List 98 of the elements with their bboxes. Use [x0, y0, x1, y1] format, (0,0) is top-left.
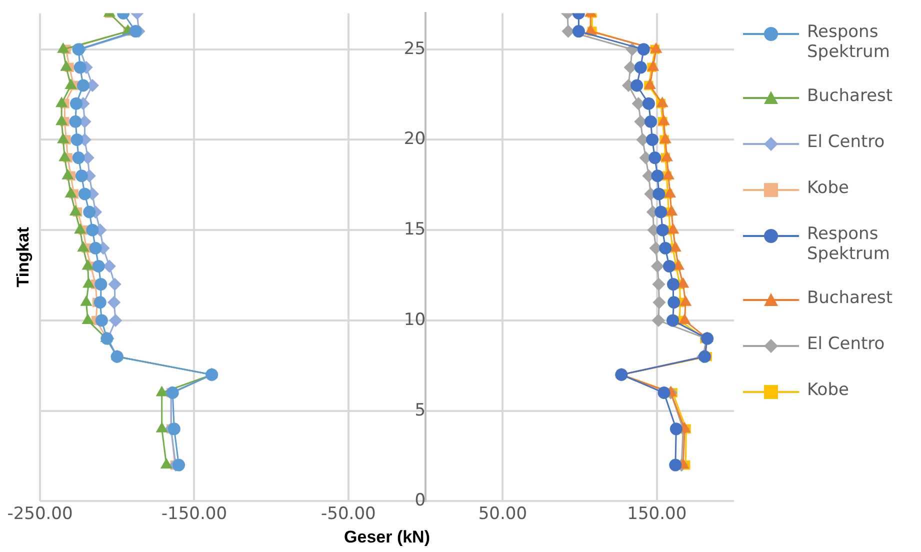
legend-label: Kobe: [807, 380, 850, 400]
point: [661, 152, 672, 162]
point: [669, 458, 682, 472]
point: [70, 97, 82, 110]
point: [70, 206, 81, 216]
point: [668, 224, 679, 234]
point: [668, 296, 680, 309]
point: [572, 25, 585, 38]
point: [86, 224, 99, 236]
point: [76, 79, 90, 92]
point: [634, 61, 647, 74]
y-axis-title: Tingkat: [14, 226, 33, 288]
point: [652, 278, 665, 291]
y-tick-label: 15: [404, 220, 426, 240]
point: [666, 278, 680, 291]
point: [65, 79, 76, 89]
point: [156, 386, 168, 396]
point: [108, 296, 120, 309]
point: [82, 260, 94, 270]
point: [672, 260, 684, 270]
point: [679, 314, 690, 324]
point: [648, 152, 662, 164]
point: [109, 314, 122, 327]
point: [94, 278, 108, 291]
point: [662, 170, 674, 180]
y-tick-label: 10: [404, 310, 426, 330]
point: [82, 314, 94, 324]
point: [168, 422, 180, 436]
point: [95, 314, 108, 327]
point: [651, 170, 664, 182]
point: [666, 314, 680, 327]
x-tick-label: 50.00: [478, 504, 528, 524]
legend-label: Respons Spektrum: [807, 224, 891, 264]
y-tick-label: 5: [414, 400, 426, 420]
x-tick-label: 150.00: [627, 504, 687, 524]
point: [59, 152, 70, 162]
point: [652, 314, 665, 327]
point: [678, 278, 689, 288]
point: [62, 170, 74, 180]
point: [72, 152, 85, 164]
point: [83, 278, 94, 288]
point: [74, 61, 86, 74]
point: [56, 97, 68, 108]
point: [658, 386, 670, 400]
legend-label: Bucharest: [807, 288, 894, 308]
point: [78, 188, 91, 200]
point: [103, 260, 116, 272]
point: [172, 458, 186, 472]
point: [74, 224, 86, 234]
point: [58, 43, 69, 53]
point: [92, 260, 105, 272]
legend-label: El Centro: [807, 334, 886, 354]
point: [642, 97, 655, 110]
point: [662, 260, 676, 272]
point: [83, 206, 96, 218]
point: [69, 115, 82, 128]
legend-label: Respons Spektrum: [807, 22, 891, 62]
point: [60, 61, 72, 71]
point: [666, 206, 678, 216]
point: [58, 133, 69, 144]
legend-label: Bucharest: [807, 86, 894, 106]
point: [652, 188, 666, 200]
legend-label: El Centro: [807, 132, 886, 152]
point: [659, 242, 672, 254]
y-tick-label: 25: [404, 38, 426, 59]
point: [65, 188, 76, 198]
point: [108, 278, 122, 291]
point: [644, 115, 657, 128]
point: [637, 43, 650, 56]
point: [156, 422, 168, 432]
y-tick-label: 0: [414, 490, 426, 511]
point: [648, 61, 659, 71]
point: [630, 79, 644, 92]
point: [664, 188, 676, 198]
point: [160, 458, 172, 469]
y-tick-label: 20: [404, 129, 426, 150]
point: [70, 133, 84, 146]
point: [129, 25, 142, 38]
point: [562, 25, 574, 38]
point: [646, 133, 659, 146]
point: [654, 206, 668, 218]
point: [656, 224, 669, 236]
point: [89, 242, 102, 254]
point: [56, 115, 68, 126]
legend-label: Kobe: [807, 178, 850, 198]
point: [652, 296, 666, 309]
point: [78, 242, 89, 252]
x-tick-label: -150.00: [161, 504, 228, 524]
point: [680, 296, 692, 306]
x-axis-title: Geser (kN): [344, 527, 430, 546]
x-tick-label: -250.00: [7, 504, 73, 524]
point: [670, 242, 681, 252]
point: [80, 296, 92, 306]
point: [651, 260, 664, 272]
point: [75, 170, 88, 182]
x-tick-label: -50.00: [321, 504, 376, 524]
point: [94, 296, 106, 309]
point: [670, 422, 682, 436]
